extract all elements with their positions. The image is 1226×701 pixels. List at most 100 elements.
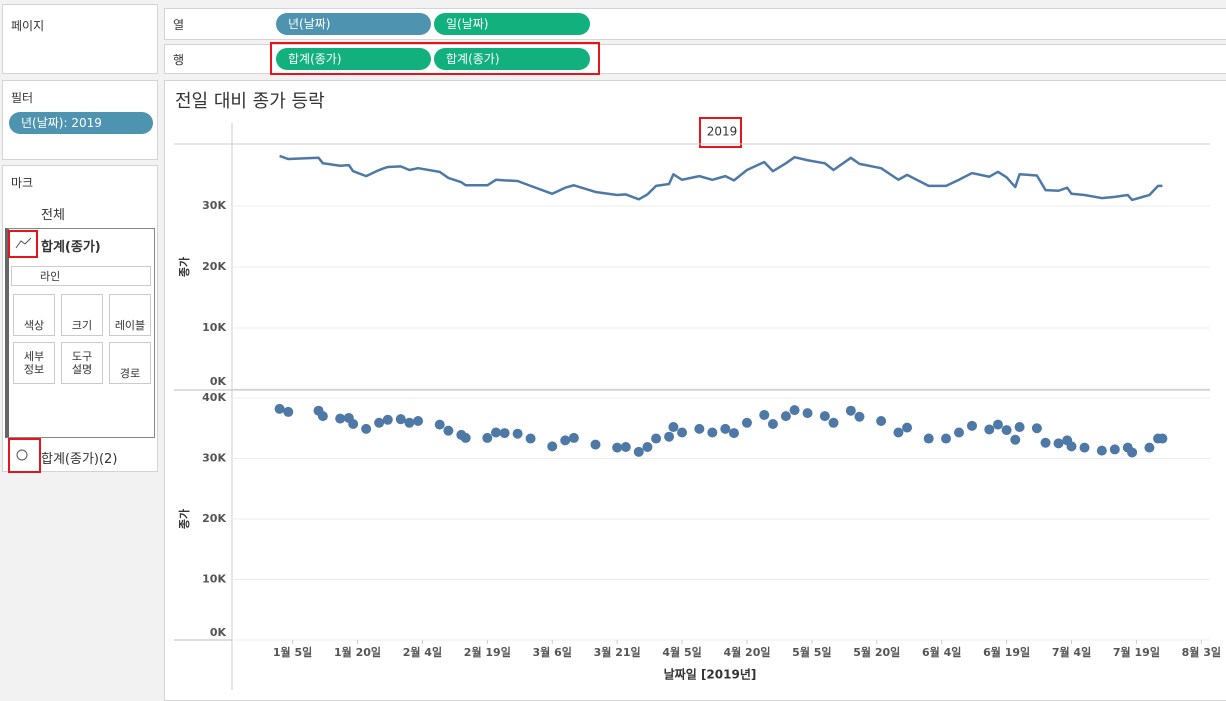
marks-title: 마크: [11, 176, 34, 190]
data-point: [512, 428, 523, 439]
button-label: 크기: [71, 319, 93, 332]
column-pill[interactable]: 일(날짜): [434, 13, 590, 35]
data-point: [460, 432, 471, 443]
detail-button[interactable]: 세부 정보: [13, 342, 55, 384]
data-point: [482, 432, 493, 443]
data-point: [1096, 445, 1107, 456]
data-point: [1109, 444, 1120, 455]
column-header: 2019: [707, 125, 738, 139]
y-axis-title: 종가: [177, 509, 191, 529]
color-button[interactable]: 색상: [13, 294, 55, 336]
data-point: [560, 435, 571, 446]
data-point: [434, 419, 445, 430]
shelf-label: 열: [173, 18, 185, 32]
data-point: [335, 413, 346, 424]
x-tick-label: 3월 21일: [594, 645, 641, 659]
x-tick-label: 2월 4일: [403, 645, 442, 659]
highlight-box: [8, 438, 41, 473]
y-tick-label: 20K: [202, 512, 226, 525]
marks-card: 마크 전체 합계(종가) 라인 색상 크기 레이블 세부 정보 도구 설명 경로 합…: [2, 165, 158, 472]
y-axis-title: 종가: [177, 257, 191, 277]
data-point: [1014, 422, 1025, 433]
data-point: [547, 441, 558, 452]
y-tick-label: 0K: [210, 626, 227, 639]
data-point: [759, 409, 770, 420]
y-tick-label: 10K: [202, 573, 226, 586]
data-point: [767, 419, 778, 430]
data-point: [1053, 438, 1064, 449]
data-point: [677, 427, 688, 438]
mark-layer: [5, 228, 155, 438]
mark-layer-name[interactable]: 합계(종가)(2): [41, 452, 118, 467]
data-point: [668, 422, 679, 433]
data-point: [966, 420, 977, 431]
columns-shelf: 열 년(날짜) 일(날짜): [164, 8, 1226, 40]
data-point: [1031, 423, 1042, 434]
data-point: [404, 417, 415, 428]
x-tick-label: 6월 19일: [983, 645, 1030, 659]
data-point: [854, 411, 865, 422]
highlight-box: [699, 117, 742, 148]
highlight-box: [270, 42, 600, 75]
y-tick-label: 40K: [202, 391, 226, 404]
data-point: [893, 427, 904, 438]
y-tick-label: 20K: [202, 260, 226, 273]
data-point: [1144, 442, 1155, 453]
y-tick-label: 0K: [210, 375, 227, 388]
data-point: [992, 419, 1003, 430]
size-button[interactable]: 크기: [61, 294, 103, 336]
data-point: [274, 403, 285, 414]
mark-layer-name[interactable]: 합계(종가): [41, 240, 101, 255]
data-point: [923, 433, 934, 444]
data-point: [789, 405, 800, 416]
filters-card: 필터 년(날짜): 2019: [2, 80, 158, 160]
path-button[interactable]: 경로: [109, 342, 151, 384]
data-point: [642, 442, 653, 453]
column-pill[interactable]: 년(날짜): [276, 13, 431, 35]
button-label: 색상: [23, 319, 45, 332]
x-tick-label: 1월 20일: [334, 645, 381, 659]
data-point: [1079, 442, 1090, 453]
shelf-label: 행: [173, 53, 185, 67]
data-point: [954, 427, 965, 438]
label-button[interactable]: 레이블: [109, 294, 151, 336]
row-pill[interactable]: 합계(종가): [434, 48, 590, 70]
data-point: [633, 446, 644, 457]
data-point: [283, 406, 294, 417]
circle-icon: [16, 449, 28, 461]
data-point: [317, 411, 328, 422]
y-tick-label: 30K: [202, 452, 226, 465]
data-point: [382, 414, 393, 425]
x-tick-label: 4월 5일: [662, 645, 701, 659]
x-tick-label: 5월 5일: [792, 645, 831, 659]
data-point: [1010, 434, 1021, 445]
data-point: [413, 415, 424, 426]
x-tick-label: 6월 4일: [922, 645, 961, 659]
row-pill[interactable]: 합계(종가): [276, 48, 431, 70]
filter-pill[interactable]: 년(날짜): 2019: [9, 112, 153, 134]
data-point: [728, 428, 739, 439]
x-tick-label: 1월 5일: [273, 645, 312, 659]
data-point: [707, 427, 718, 438]
y-tick-label: 30K: [202, 199, 226, 212]
x-tick-label: 8월 3일: [1182, 645, 1221, 659]
tooltip-button[interactable]: 도구 설명: [61, 342, 103, 384]
mark-type-select[interactable]: 라인: [11, 266, 151, 286]
data-line: [279, 154, 1163, 202]
data-point: [720, 423, 731, 434]
data-point: [499, 428, 510, 439]
filters-title: 필터: [11, 91, 34, 105]
data-point: [490, 427, 501, 438]
data-point: [780, 411, 791, 422]
data-point: [590, 439, 601, 450]
data-point: [361, 423, 372, 434]
pages-title: 페이지: [11, 19, 45, 33]
pages-card: 페이지: [2, 4, 158, 74]
x-tick-label: 3월 6일: [533, 645, 572, 659]
data-point: [741, 417, 752, 428]
x-tick-label: 7월 4일: [1052, 645, 1091, 659]
marks-all[interactable]: 전체: [41, 208, 65, 223]
x-tick-label: 7월 19일: [1113, 645, 1160, 659]
